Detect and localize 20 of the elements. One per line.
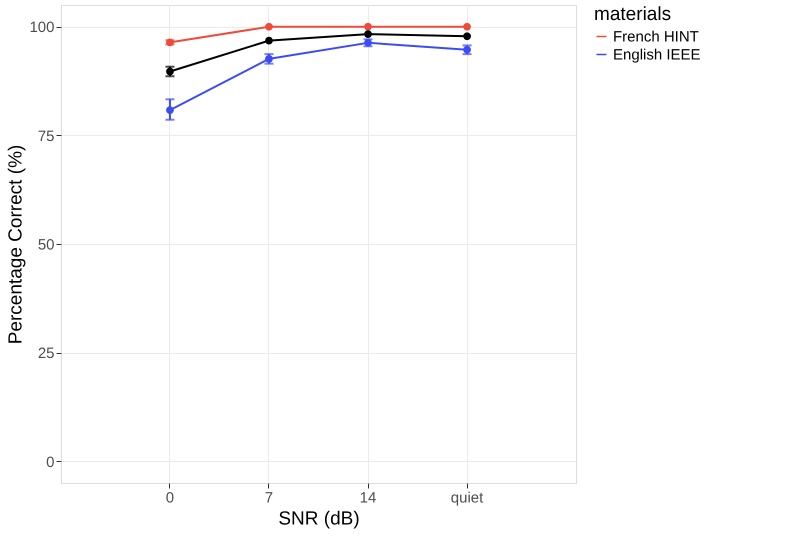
point	[463, 32, 471, 40]
y-tick-label: 50	[38, 236, 54, 254]
y-axis-title: Percentage Correct (%)	[5, 144, 26, 344]
point	[364, 30, 372, 38]
x-axis-title: SNR (dB)	[278, 508, 360, 530]
x-tick-label: 7	[264, 490, 274, 506]
point	[463, 22, 471, 31]
y-tick-label: 25	[38, 345, 54, 362]
point	[364, 22, 372, 31]
legend-label: English IEEE	[613, 46, 701, 64]
x-tick-label: quiet	[450, 490, 484, 506]
point	[265, 22, 273, 31]
x-tick-label: 0	[166, 490, 174, 506]
y-tick-label: 100	[29, 19, 54, 36]
legend-title: materials	[594, 4, 672, 25]
point	[265, 36, 273, 44]
y-tick-label: 0	[46, 454, 54, 471]
y-tick-label: 75	[38, 128, 54, 145]
legend-label: French HINT	[613, 28, 699, 46]
x-tick-label: 14	[360, 490, 376, 506]
